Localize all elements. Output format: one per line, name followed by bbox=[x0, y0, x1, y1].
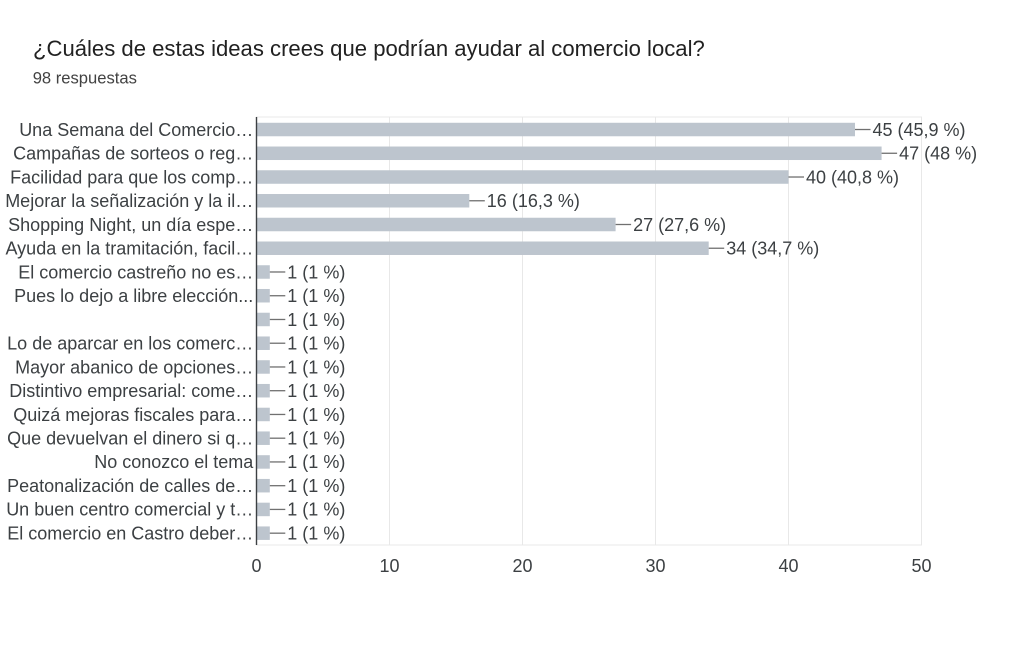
svg-text:¿Cuáles de estas ideas crees q: ¿Cuáles de estas ideas crees que podrían… bbox=[33, 36, 705, 61]
svg-text:45 (45,9 %): 45 (45,9 %) bbox=[873, 120, 966, 140]
svg-text:47 (48 %): 47 (48 %) bbox=[899, 144, 977, 164]
svg-text:Lo de aparcar en los comerc…: Lo de aparcar en los comerc… bbox=[7, 334, 253, 354]
svg-text:40: 40 bbox=[778, 556, 798, 576]
svg-text:Shopping Night, un día espe…: Shopping Night, un día espe… bbox=[8, 215, 253, 235]
svg-text:Facilidad para que los comp…: Facilidad para que los comp… bbox=[10, 167, 253, 187]
svg-text:1 (1 %): 1 (1 %) bbox=[287, 429, 345, 449]
svg-text:1 (1 %): 1 (1 %) bbox=[287, 476, 345, 496]
svg-text:1 (1 %): 1 (1 %) bbox=[287, 262, 345, 282]
svg-text:1 (1 %): 1 (1 %) bbox=[287, 500, 345, 520]
svg-text:1 (1 %): 1 (1 %) bbox=[287, 334, 345, 354]
svg-text:Mayor abanico de opciones…: Mayor abanico de opciones… bbox=[15, 357, 253, 377]
svg-text:1 (1 %): 1 (1 %) bbox=[287, 286, 345, 306]
svg-text:El comercio castreño no es…: El comercio castreño no es… bbox=[18, 262, 253, 282]
svg-text:1 (1 %): 1 (1 %) bbox=[287, 381, 345, 401]
svg-text:Que devuelvan el dinero si q…: Que devuelvan el dinero si q… bbox=[7, 429, 253, 449]
svg-text:1 (1 %): 1 (1 %) bbox=[287, 523, 345, 543]
svg-text:1 (1 %): 1 (1 %) bbox=[287, 310, 345, 330]
svg-text:Ayuda en la tramitación, facil: Ayuda en la tramitación, facil… bbox=[6, 239, 254, 259]
svg-text:El comercio en Castro deber…: El comercio en Castro deber… bbox=[7, 523, 253, 543]
svg-text:Una Semana del Comercio…: Una Semana del Comercio… bbox=[19, 120, 253, 140]
svg-text:Un buen centro comercial y t…: Un buen centro comercial y t… bbox=[6, 500, 253, 520]
svg-text:1 (1 %): 1 (1 %) bbox=[287, 405, 345, 425]
svg-text:30: 30 bbox=[645, 556, 665, 576]
svg-text:Peatonalización de calles de…: Peatonalización de calles de… bbox=[7, 476, 253, 496]
svg-text:40 (40,8 %): 40 (40,8 %) bbox=[806, 167, 899, 187]
svg-text:0: 0 bbox=[251, 556, 261, 576]
svg-text:20: 20 bbox=[512, 556, 532, 576]
svg-text:Mejorar la señalización y la i: Mejorar la señalización y la il… bbox=[5, 191, 253, 211]
svg-text:1 (1 %): 1 (1 %) bbox=[287, 357, 345, 377]
svg-text:34 (34,7 %): 34 (34,7 %) bbox=[726, 239, 819, 259]
svg-text:10: 10 bbox=[379, 556, 399, 576]
svg-text:Distintivo empresarial: come…: Distintivo empresarial: come… bbox=[9, 381, 253, 401]
svg-text:16 (16,3 %): 16 (16,3 %) bbox=[487, 191, 580, 211]
svg-text:50: 50 bbox=[911, 556, 931, 576]
svg-text:1 (1 %): 1 (1 %) bbox=[287, 452, 345, 472]
svg-text:Campañas de sorteos o reg…: Campañas de sorteos o reg… bbox=[13, 144, 253, 164]
svg-text:Pues lo dejo a libre elección.: Pues lo dejo a libre elección... bbox=[14, 286, 253, 306]
svg-text:98 respuestas: 98 respuestas bbox=[33, 68, 137, 87]
svg-text:No conozco el tema: No conozco el tema bbox=[94, 452, 254, 472]
svg-text:Quizá mejoras fiscales para…: Quizá mejoras fiscales para… bbox=[13, 405, 253, 425]
svg-text:27 (27,6 %): 27 (27,6 %) bbox=[633, 215, 726, 235]
